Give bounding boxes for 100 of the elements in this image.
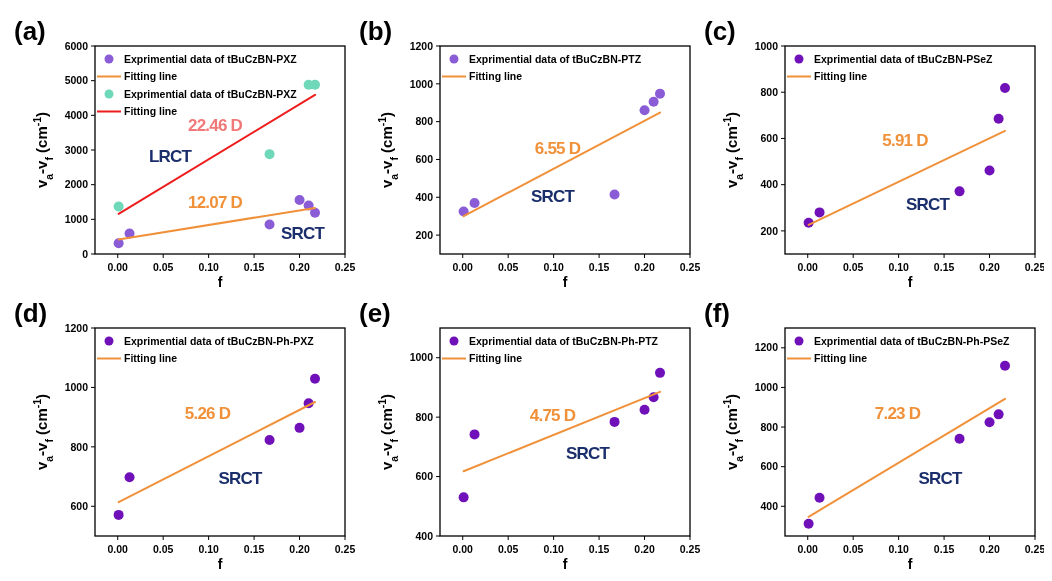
y-tick-label: 600: [70, 499, 89, 512]
x-tick-label: 0.15: [933, 261, 955, 273]
x-tick-label: 0.05: [497, 543, 519, 555]
legend-label: Fitting line: [469, 70, 523, 83]
annotation: SRCT: [905, 195, 951, 215]
y-tick-label: 200: [760, 224, 779, 237]
point: [639, 404, 650, 415]
y-tick-label: 1200: [754, 341, 779, 354]
chart-title: (c): [704, 16, 736, 46]
x-axis-title: f: [562, 556, 568, 572]
annotation: SRCT: [218, 468, 263, 488]
legend-label: Exprimential data of tBuCzBN-PXZ: [124, 87, 298, 100]
x-tick-label: 0.15: [588, 543, 610, 555]
x-tick-label: 0.20: [634, 261, 655, 273]
x-tick-label: 0.15: [588, 261, 610, 273]
annotation: 5.26 D: [184, 404, 231, 424]
y-tick-label: 1000: [754, 381, 779, 394]
x-tick-label: 0.25: [334, 543, 356, 555]
x-tick-label: 0.10: [888, 261, 910, 273]
point: [655, 88, 665, 99]
point: [803, 518, 814, 529]
point: [954, 186, 965, 197]
point: [264, 219, 275, 230]
y-tick-label: 1200: [409, 39, 434, 52]
y-tick-label: 400: [760, 178, 779, 191]
y-tick-label: 600: [760, 460, 779, 473]
annotation: SRCT: [280, 224, 326, 244]
point: [984, 417, 995, 428]
legend-label: Fitting line: [124, 70, 178, 83]
point: [113, 238, 124, 249]
x-tick-label: 0.05: [152, 543, 174, 555]
x-tick-label: 0.10: [543, 261, 565, 273]
x-tick-label: 0.25: [334, 261, 356, 273]
annotation: 5.91 D: [882, 130, 929, 150]
annotation: 4.75 D: [529, 406, 576, 426]
x-tick-label: 0.20: [979, 543, 1000, 555]
x-axis-title: f: [907, 556, 913, 572]
x-tick-label: 0.00: [797, 543, 819, 555]
y-tick-label: 3000: [64, 143, 89, 156]
point: [993, 113, 1004, 124]
point: [993, 409, 1004, 420]
annotation: SRCT: [530, 186, 576, 206]
y-tick-label: 600: [415, 470, 434, 483]
y-tick-label: 200: [415, 228, 434, 241]
point: [113, 201, 124, 212]
x-tick-label: 0.20: [289, 543, 310, 555]
x-tick-label: 0.05: [842, 261, 864, 273]
point: [310, 373, 320, 384]
point: [469, 429, 480, 440]
chart-title: (e): [359, 298, 391, 328]
x-tick-label: 0.20: [634, 543, 655, 555]
point: [294, 422, 305, 433]
y-tick-label: 5000: [64, 74, 89, 87]
x-axis-title: f: [907, 274, 913, 290]
y-tick-label: 600: [415, 153, 434, 166]
y-tick-label: 800: [415, 115, 434, 128]
point: [648, 96, 659, 107]
point: [1000, 83, 1010, 94]
legend-label: Exprimential data of tBuCzBN-Ph-PSeZ: [814, 334, 1011, 347]
y-tick-label: 800: [70, 440, 89, 453]
x-tick-label: 0.20: [289, 261, 310, 273]
y-tick-label: 0: [82, 247, 89, 260]
x-tick-label: 0.00: [452, 543, 474, 555]
legend-label: Exprimential data of tBuCzBN-PTZ: [469, 52, 642, 65]
x-tick-label: 0.10: [543, 543, 565, 555]
chart-title: (d): [14, 298, 48, 328]
x-tick-label: 0.00: [452, 261, 474, 273]
annotation: 22.46 D: [188, 115, 243, 135]
annotation: SRCT: [565, 443, 611, 463]
x-axis-title: f: [562, 274, 568, 290]
y-tick-label: 800: [760, 420, 779, 433]
point: [609, 416, 620, 427]
point: [469, 197, 480, 208]
legend-label: Fitting line: [124, 352, 178, 365]
point: [113, 509, 124, 520]
point: [458, 492, 469, 503]
x-tick-label: 0.25: [679, 543, 701, 555]
x-tick-label: 0.10: [198, 261, 220, 273]
point: [655, 367, 665, 378]
x-tick-label: 0.05: [152, 261, 174, 273]
point: [264, 149, 275, 160]
x-tick-label: 0.15: [933, 543, 955, 555]
annotation: 7.23 D: [874, 404, 921, 424]
legend-label: Exprimential data of tBuCzBN-Ph-PXZ: [124, 334, 315, 347]
point: [954, 433, 965, 444]
x-tick-label: 0.00: [797, 261, 819, 273]
x-tick-label: 0.15: [243, 261, 265, 273]
y-tick-label: 4000: [64, 109, 89, 122]
y-tick-label: 1000: [409, 77, 434, 90]
x-axis-title: f: [217, 274, 223, 290]
y-tick-label: 1000: [64, 381, 89, 394]
x-tick-label: 0.10: [198, 543, 220, 555]
x-axis-title: f: [217, 556, 223, 572]
point: [814, 492, 825, 503]
point: [639, 105, 650, 116]
x-tick-label: 0.25: [679, 261, 701, 273]
point: [264, 435, 275, 446]
point: [294, 194, 305, 205]
legend-label: Fitting line: [124, 105, 178, 118]
chart-title: (f): [704, 298, 730, 328]
